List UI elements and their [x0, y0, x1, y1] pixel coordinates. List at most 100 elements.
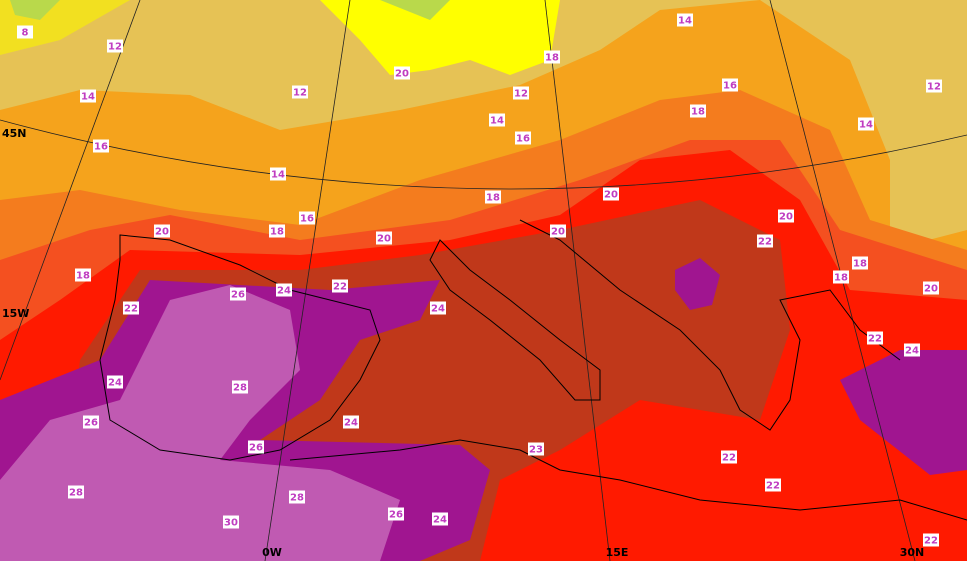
contour-label: 22: [766, 481, 780, 492]
contour-label-box: [722, 78, 738, 92]
field-8: [10, 0, 60, 20]
contour-label: 24: [108, 378, 122, 389]
contour-label: 26: [389, 510, 403, 521]
meridian-15w: [0, 0, 141, 381]
balkans: [519, 219, 901, 431]
grid-label: 15E: [606, 546, 629, 559]
contour-label-box: [123, 301, 139, 315]
field-10-north: [320, 0, 560, 75]
contour-label-box: [923, 281, 939, 295]
contour-label-box: [765, 478, 781, 492]
contour-label-box: [858, 117, 874, 131]
contour-label-box: [75, 268, 91, 282]
contour-label: 26: [231, 290, 245, 301]
contour-label-box: [230, 287, 246, 301]
contour-label: 20: [395, 69, 409, 80]
contour-label-box: [376, 231, 392, 245]
iberia: [99, 234, 381, 461]
grid-label: 15W: [2, 307, 29, 320]
grid-label: 30N: [900, 546, 925, 559]
contour-label: 20: [377, 234, 391, 245]
grid-label: 0W: [262, 546, 282, 559]
contour-label-box: [248, 440, 264, 454]
contour-label-box: [528, 442, 544, 456]
contour-label-box: [721, 450, 737, 464]
contour-label: 24: [431, 304, 445, 315]
contour-label-box: [232, 380, 248, 394]
contour-label: 16: [723, 81, 737, 92]
contour-label-box: [394, 66, 410, 80]
contour-label: 28: [233, 383, 247, 394]
contour-label: 18: [270, 227, 284, 238]
contour-label-box: [833, 270, 849, 284]
contour-label-box: [107, 375, 123, 389]
contour-label-box: [270, 167, 286, 181]
contour-label-box: [550, 224, 566, 238]
contour-label-box: [867, 331, 883, 345]
meridian-15e: [544, 0, 611, 561]
contour-label: 22: [124, 304, 138, 315]
contour-label-box: [299, 211, 315, 225]
contour-label-box: [432, 512, 448, 526]
contour-label-box: [292, 85, 308, 99]
contour-label-box: [904, 343, 920, 357]
contour-label-box: [107, 39, 123, 53]
contour-label: 24: [433, 515, 447, 526]
contour-label-box: [83, 415, 99, 429]
contour-label-box: [757, 234, 773, 248]
contour-label: 12: [927, 82, 941, 93]
contour-label-box: [603, 187, 619, 201]
contour-label: 12: [293, 88, 307, 99]
contour-label-box: [276, 283, 292, 297]
contour-label: 14: [490, 116, 504, 127]
contour-label-box: [677, 13, 693, 27]
contour-label: 24: [905, 346, 919, 357]
contour-label: 22: [758, 237, 772, 248]
contour-label: 12: [108, 42, 122, 53]
contour-label-box: [778, 209, 794, 223]
contour-label-box: [852, 256, 868, 270]
contour-label-box: [80, 89, 96, 103]
contour-label: 20: [924, 284, 938, 295]
contour-label: 18: [76, 271, 90, 282]
contour-label: 16: [94, 142, 108, 153]
parallel-45n: [0, 119, 967, 190]
contour-label: 18: [486, 193, 500, 204]
contour-label: 22: [868, 334, 882, 345]
field-8-north: [380, 0, 450, 20]
contour-label-box: [269, 224, 285, 238]
contour-label: 26: [249, 443, 263, 454]
contour-label: 12: [514, 89, 528, 100]
contour-label: 18: [545, 53, 559, 64]
contour-label: 28: [69, 488, 83, 499]
contour-label-box: [17, 25, 33, 39]
contour-label: 23: [529, 445, 543, 456]
contour-label-box: [513, 86, 529, 100]
contour-label-box: [223, 515, 239, 529]
contour-label-box: [926, 79, 942, 93]
contour-label-box: [923, 533, 939, 547]
contour-label: 16: [516, 134, 530, 145]
contour-label-box: [154, 224, 170, 238]
contour-label-box: [388, 507, 404, 521]
contour-label: 22: [333, 282, 347, 293]
contour-label: 24: [344, 418, 358, 429]
contour-label: 14: [678, 16, 692, 27]
contour-label-box: [430, 301, 446, 315]
contour-label: 18: [853, 259, 867, 270]
contour-label: 14: [81, 92, 95, 103]
contour-label: 24: [277, 286, 291, 297]
contour-label-box: [690, 104, 706, 118]
field-24-east: [840, 350, 967, 475]
contour-label: 16: [300, 214, 314, 225]
contour-label: 22: [722, 453, 736, 464]
contour-label-box: [332, 279, 348, 293]
contour-label: 20: [779, 212, 793, 223]
contour-label: 30: [224, 518, 238, 529]
contour-label: 28: [290, 493, 304, 504]
contour-label-box: [489, 113, 505, 127]
labels: 8 12 14 12 20 18 14 16 12 12 14 16 18 14 16 14 16 18 18 20 2…: [2, 13, 942, 559]
